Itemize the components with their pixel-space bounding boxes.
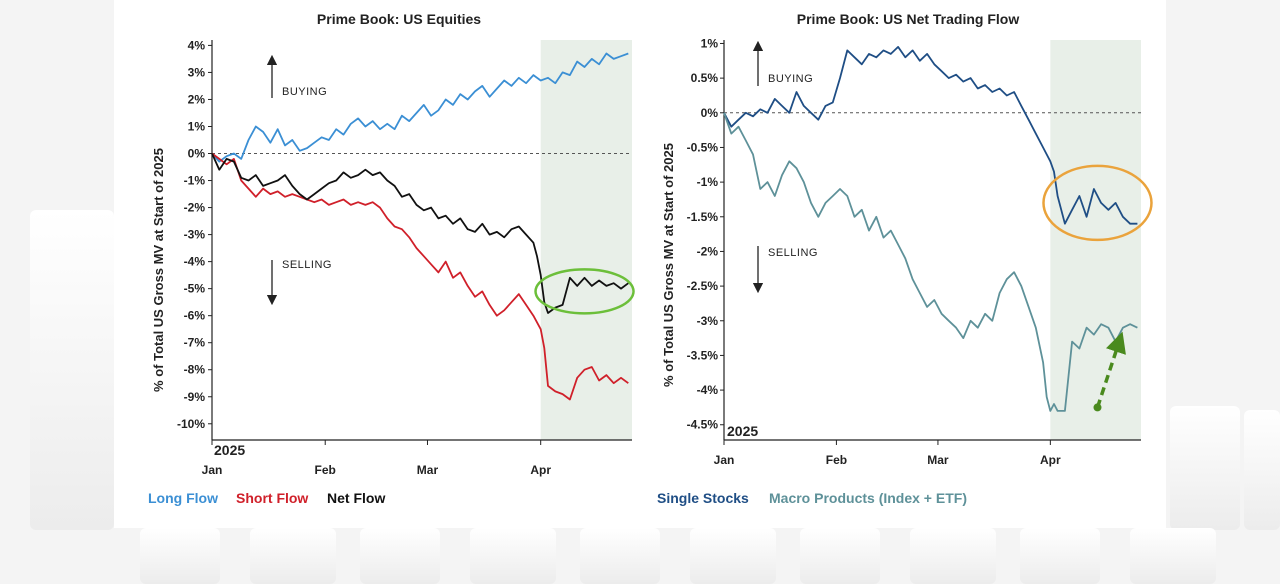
chart1-y-tick-label: -3%: [184, 228, 206, 242]
legend-net-flow: Net Flow: [327, 490, 385, 506]
legend-single-stocks: Single Stocks: [657, 490, 749, 506]
chart2-y-tick-label: -1.5%: [687, 210, 719, 224]
chart2-y-tick-label: 0.5%: [691, 71, 719, 85]
background-bar: [360, 528, 440, 584]
chart1-y-tick-label: -10%: [177, 417, 205, 431]
chart2-x-tick-label: Apr: [1040, 453, 1061, 467]
chart2-y-tick-label: -2%: [697, 244, 719, 258]
background-bar: [1170, 406, 1240, 530]
chart2-y-tick-label: -0.5%: [687, 140, 719, 154]
chart1-x-tick-label: Mar: [417, 463, 439, 477]
chart2-x-tick-label: Jan: [714, 453, 735, 467]
chart2-year-label: 2025: [727, 423, 758, 439]
chart2-y-axis-label: % of Total US Gross MV at Start of 2025: [661, 143, 676, 387]
chart1-y-tick-label: 3%: [188, 65, 206, 79]
chart2-y-tick-label: -3.5%: [687, 348, 719, 362]
chart1-y-tick-label: 4%: [188, 38, 206, 52]
chart2-y-tick-label: -1%: [697, 175, 719, 189]
chart1-x-tick-label: Apr: [530, 463, 551, 477]
chart1-series-net-flow: [211, 153, 629, 314]
chart1-april-shade: [540, 40, 632, 440]
background-bar: [800, 528, 880, 584]
chart1-y-tick-label: -9%: [184, 390, 206, 404]
chart2-title: Prime Book: US Net Trading Flow: [797, 11, 1020, 27]
chart1-buying-label: BUYING: [282, 86, 327, 98]
chart2-series-single-stocks: [723, 46, 1138, 225]
chart1-selling-label: SELLING: [282, 259, 332, 271]
chart1-y-tick-label: -7%: [184, 336, 206, 350]
chart1-green-highlight-circle: [534, 268, 635, 315]
chart2-y-tick-label: 1%: [701, 36, 719, 50]
background-bar: [1130, 528, 1216, 584]
chart2-selling-label: SELLING: [768, 247, 818, 259]
chart-marks: 4% 3% 2% 1% 0% -1% -2% -3% -4% -5% -6% -7% -8% -9% -10…: [177, 36, 1153, 477]
chart1-y-tick-label: -8%: [184, 363, 206, 377]
chart1-title: Prime Book: US Equities: [317, 11, 481, 27]
background-bar: [140, 528, 220, 584]
legend-short-flow: Short Flow: [236, 490, 308, 506]
chart1-y-axis-label: % of Total US Gross MV at Start of 2025: [151, 148, 166, 392]
background-bar: [910, 528, 996, 584]
background-bar: [1244, 410, 1280, 530]
chart1-y-tick-label: -4%: [184, 255, 206, 269]
chart1-y-tick-label: -2%: [184, 201, 206, 215]
chart1-x-tick-label: Jan: [202, 463, 223, 477]
chart2-series-macro-products: [723, 112, 1138, 412]
chart2-x-tick-label: Mar: [927, 453, 949, 467]
chart1-series-short-flow: [211, 152, 629, 401]
background-bar: [30, 210, 114, 530]
background-bar: [690, 528, 776, 584]
background-bar: [470, 528, 556, 584]
chart2-y-tick-label: 0%: [701, 106, 719, 120]
chart1-y-tick-label: 1%: [188, 119, 206, 133]
chart2-y-tick-label: -3%: [697, 314, 719, 328]
chart1-y-tick-label: 2%: [188, 92, 206, 106]
chart2-y-tick-label: -2.5%: [687, 279, 719, 293]
chart1-x-tick-label: Feb: [315, 463, 336, 477]
chart2-y-tick-label: -4.5%: [687, 418, 719, 432]
chart1-y-tick-label: -5%: [184, 282, 206, 296]
background-bar: [580, 528, 660, 584]
chart1-y-tick-label: 0%: [188, 147, 206, 161]
chart2-orange-highlight-circle: [1042, 164, 1153, 242]
legend-long-flow: Long Flow: [148, 490, 218, 506]
chart1-series-long-flow: [211, 52, 629, 163]
chart1-y-tick-label: -1%: [184, 174, 206, 188]
chart2-x-tick-label: Feb: [826, 453, 847, 467]
chart1-y-tick-label: -6%: [184, 309, 206, 323]
background-bar: [250, 528, 336, 584]
background-bar: [1020, 528, 1100, 584]
legend-macro-products: Macro Products (Index + ETF): [769, 490, 967, 506]
chart1-year-label: 2025: [214, 442, 245, 458]
chart2-arrow-start-dot: [1093, 403, 1102, 412]
chart2-green-dashed-arrow: [1095, 331, 1126, 408]
chart2-buying-label: BUYING: [768, 73, 813, 85]
chart2-y-tick-label: -4%: [697, 383, 719, 397]
